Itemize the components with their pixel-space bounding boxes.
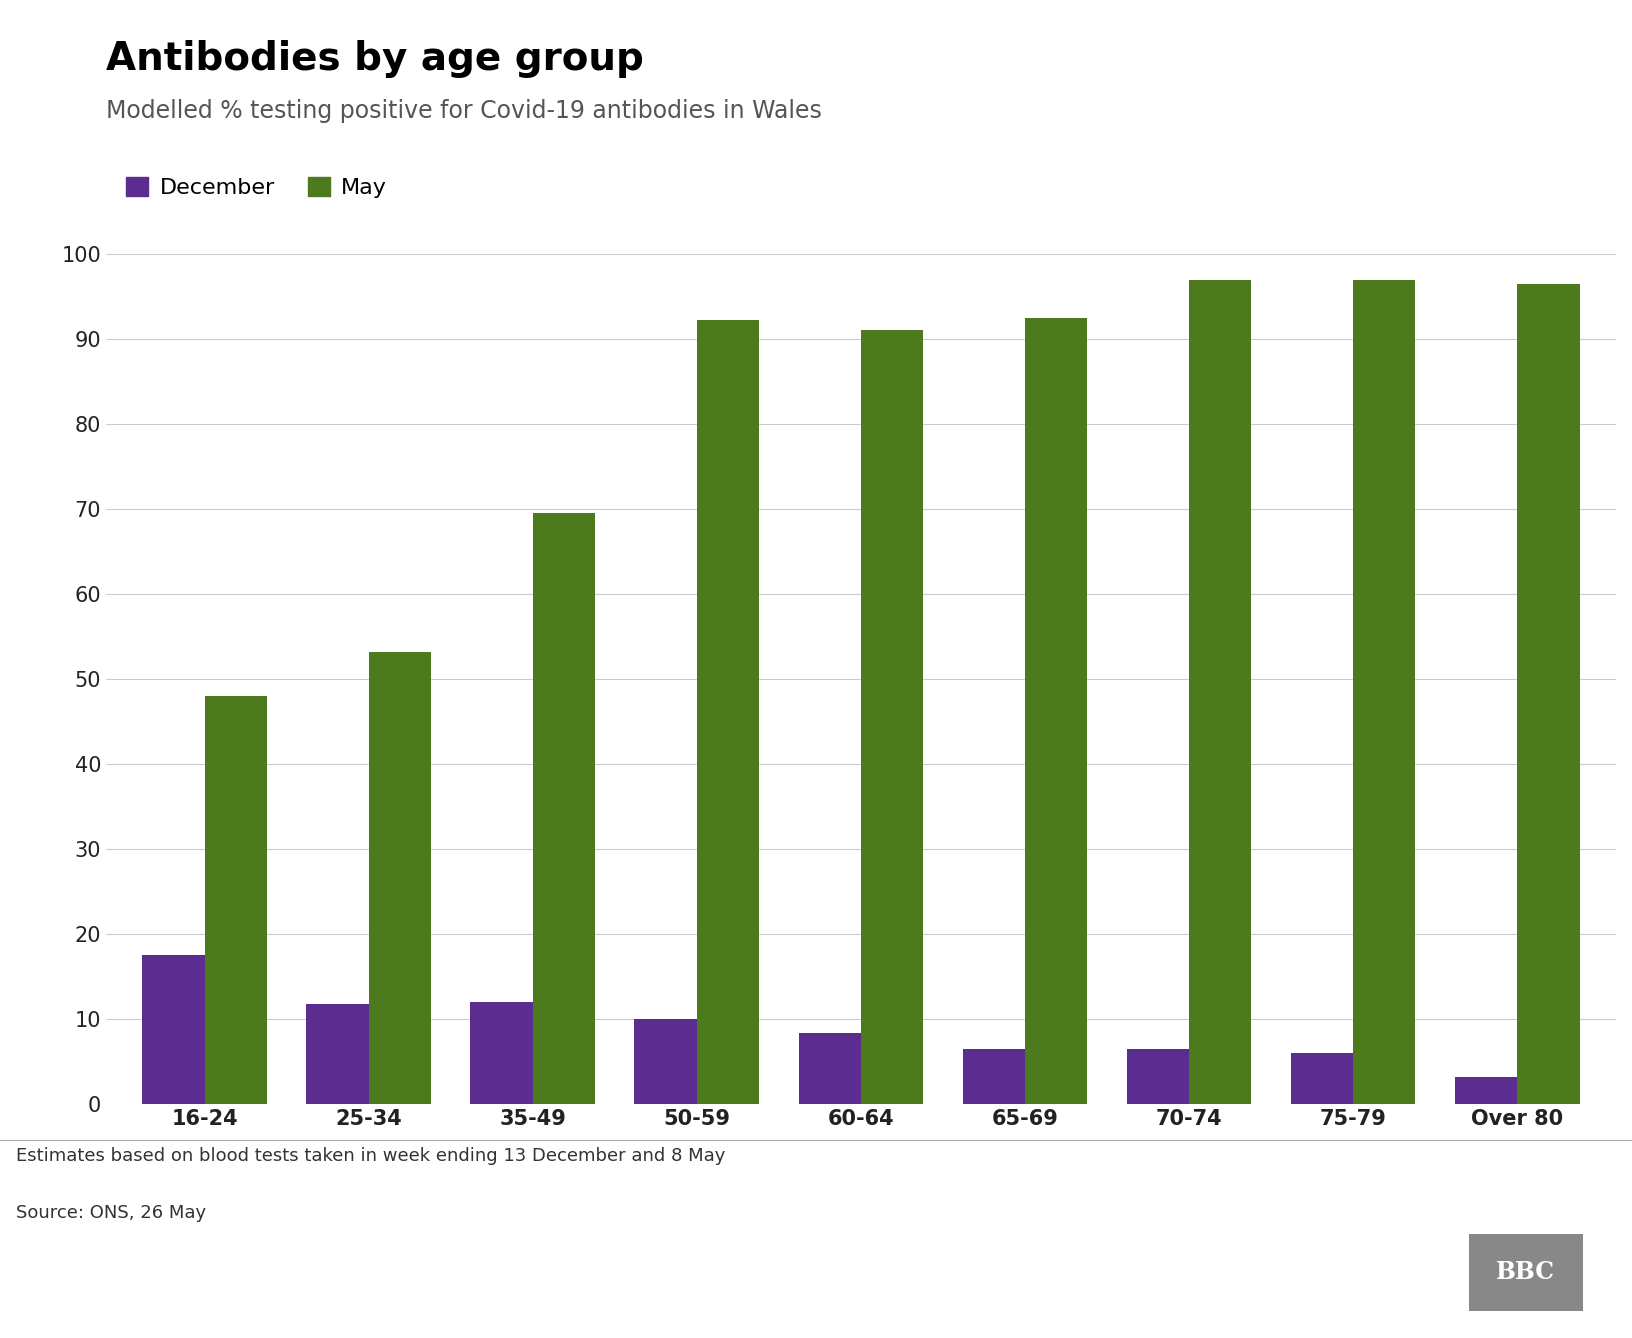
Bar (697, 321, 759, 1104)
Text: Source: ONS, 26 May: Source: ONS, 26 May (16, 1204, 206, 1222)
Bar (204, 696, 268, 1104)
Bar (142, 955, 204, 1104)
Bar (1190, 280, 1252, 1104)
Bar (1454, 1077, 1518, 1104)
Bar (1126, 1049, 1190, 1104)
Text: Antibodies by age group: Antibodies by age group (106, 40, 645, 78)
Bar (1518, 284, 1580, 1104)
Legend: December, May: December, May (118, 167, 397, 207)
Bar (369, 652, 431, 1104)
Bar (1025, 318, 1087, 1104)
Text: BBC: BBC (1497, 1260, 1555, 1284)
Text: Estimates based on blood tests taken in week ending 13 December and 8 May: Estimates based on blood tests taken in … (16, 1147, 726, 1164)
Text: Modelled % testing positive for Covid-19 antibodies in Wales: Modelled % testing positive for Covid-19… (106, 99, 823, 123)
Bar (1291, 1053, 1353, 1104)
Bar (798, 1033, 862, 1104)
Bar (963, 1049, 1025, 1104)
Bar (1353, 280, 1415, 1104)
Bar (635, 1020, 697, 1104)
Bar (862, 330, 924, 1104)
Bar (307, 1004, 369, 1104)
Bar (532, 514, 596, 1104)
Bar (470, 1002, 532, 1104)
